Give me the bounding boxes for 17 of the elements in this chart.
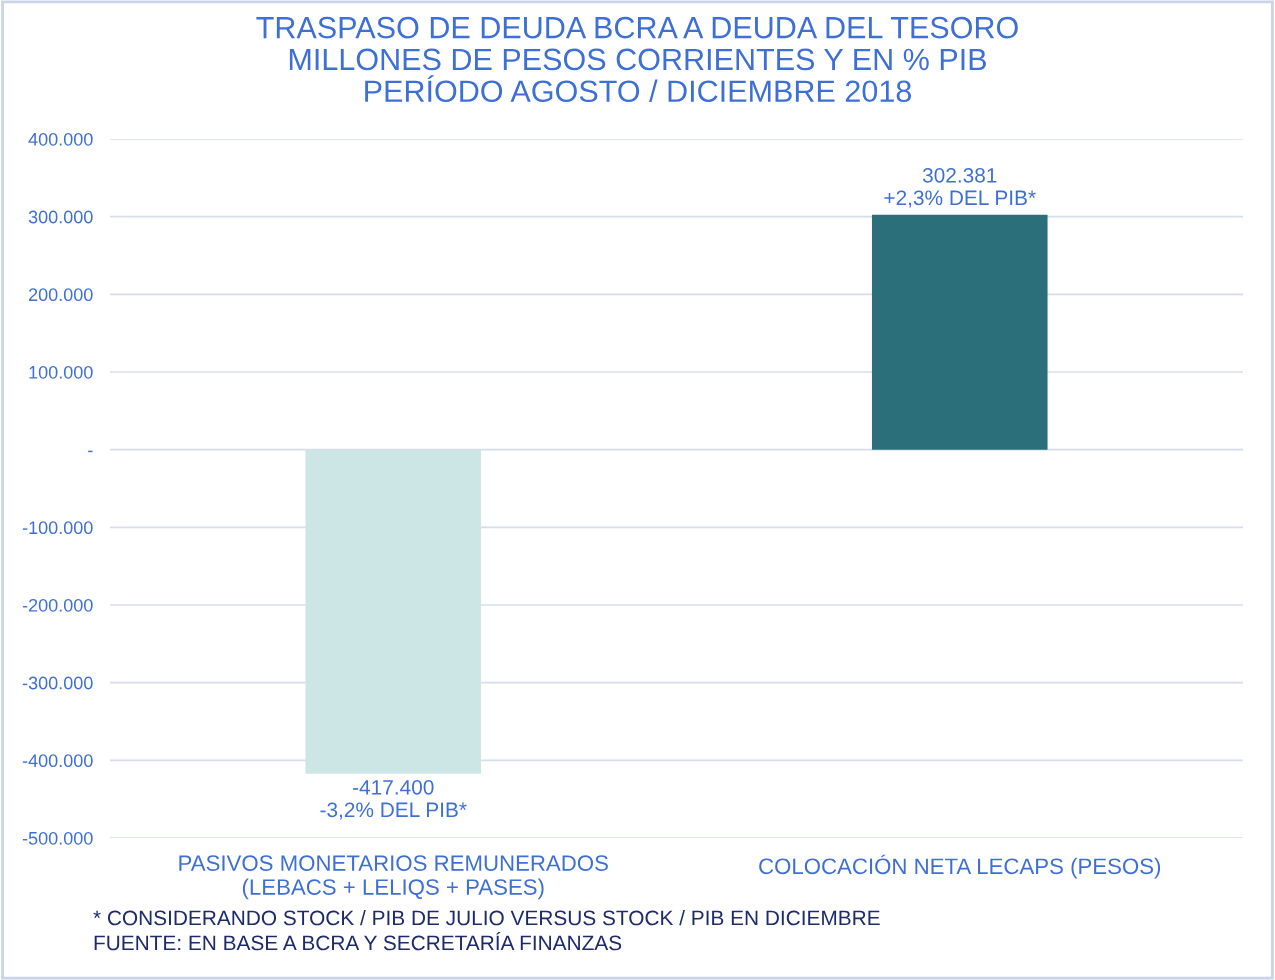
y-tick-label: - [88, 450, 93, 453]
y-tick-label: -500.000 [22, 831, 93, 845]
y-tick-label: 300.000 [28, 210, 93, 224]
y-tick-label: 100.000 [29, 365, 93, 379]
y-tick-label: -100.000 [22, 521, 93, 535]
y-tick-label: -400.000 [22, 754, 93, 768]
x-tick-label: COLOCACIÓN NETA LECAPS (PESOS) [759, 854, 1161, 879]
y-tick-label: 400.000 [28, 132, 93, 146]
chart-title: TRASPASO DE DEUDA BCRA A DEUDA DEL TESORO MILLONES DE PESOS CORRIENTES Y EN % PIB PERÍODO AGOSTO / DICIEMBRE 2018 [256, 16, 1018, 103]
y-tick-label: -200.000 [22, 598, 93, 612]
y-tick-label: 200.000 [28, 288, 93, 302]
source-note: FUENTE: EN BASE A BCRA Y SECRETARÍA FINANZAS [94, 932, 622, 951]
data-label: 302.381 +2,3% DEL PIB* [884, 167, 1036, 208]
x-tick-label: PASIVOS MONETARIOS REMUNERADOS (LEBACS + LELIQS + PASES) [179, 855, 608, 900]
text: * CONSIDERANDO STOCK / PIB DE JULIO VERSUS STOCK / PIB EN DICIEMBRE [93, 910, 880, 926]
y-tick-label: -300.000 [22, 676, 93, 690]
data-label: -417.400 -3,2% DEL PIB* [320, 779, 467, 820]
